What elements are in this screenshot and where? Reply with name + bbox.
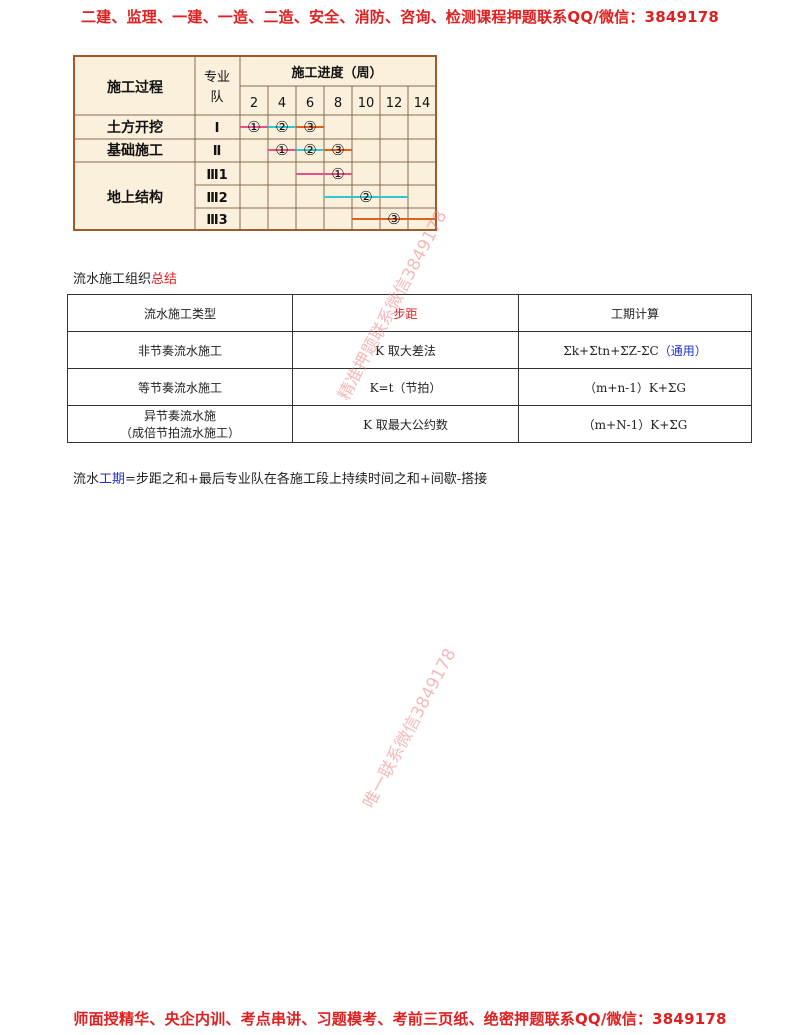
table-row: 异节奏流水施 （成倍节拍流水施工） K 取最大公约数 （m+N-1）K+ΣG [67, 405, 752, 443]
gantt-circle-label: ② [359, 188, 372, 206]
gantt-process-name: 基础施工 [107, 142, 163, 159]
gantt-header-team-line1: 专业 [204, 70, 230, 85]
row3-type-line1: 异节奏流水施 [143, 409, 216, 423]
gantt-week-labels: 2 4 6 8 10 12 14 [250, 96, 430, 111]
gantt-circle-label: ① [275, 141, 288, 159]
gantt-week-label: 6 [306, 96, 314, 111]
gantt-chart-image: 施工过程 专业 队 施工进度（周） 2 4 6 8 10 12 14 土方开挖基础施工地上结… [73, 55, 437, 231]
formula-prefix: 流水 [73, 472, 100, 487]
gantt-header-schedule: 施工进度（周） [291, 65, 382, 81]
gantt-team-label: Ⅲ2 [206, 191, 227, 206]
formula-suffix: =步距之和+最后专业队在各施工段上持续时间之和+间歇-搭接 [125, 472, 488, 487]
gantt-circle-label: ③ [387, 210, 400, 228]
formula-blue: 工期 [99, 472, 126, 487]
duration-formula-line: 流水工期=步距之和+最后专业队在各施工段上持续时间之和+间歇-搭接 [73, 468, 487, 487]
gantt-week-label: 4 [278, 96, 286, 111]
row1-note: （通用） [658, 343, 707, 358]
gantt-team-label: Ⅰ [215, 121, 220, 136]
gantt-header-team-line2: 队 [210, 90, 223, 105]
row2-formula: （m+n-1）K+ΣG [518, 368, 752, 406]
summary-heading-red: 总结 [151, 272, 178, 287]
gantt-team-label: Ⅲ1 [206, 168, 227, 183]
row3-step: K 取最大公约数 [292, 405, 519, 443]
gantt-week-label: 12 [386, 96, 403, 111]
summary-heading-prefix: 流水施工组织 [73, 272, 152, 287]
watermark-2: 唯一联系微信3849178 [359, 645, 461, 812]
row2-step: K=t（节拍） [292, 368, 519, 406]
gantt-week-label: 14 [414, 96, 431, 111]
gantt-circle-label: ③ [303, 118, 316, 136]
gantt-team-label: Ⅱ [213, 144, 222, 159]
row1-formula-text: Σk+Σtn+ΣZ-ΣC [563, 343, 659, 358]
summary-heading: 流水施工组织总结 [73, 268, 177, 287]
row3-formula: （m+N-1）K+ΣG [518, 405, 752, 443]
gantt-week-label: 8 [334, 96, 342, 111]
gantt-circle-label: ① [331, 165, 344, 183]
gantt-circle-label: ② [303, 141, 316, 159]
gantt-process-name: 地上结构 [107, 189, 163, 206]
row2-type: 等节奏流水施工 [67, 368, 293, 406]
bottom-banner: 师面授精华、央企内训、考点串讲、习题模考、考前三页纸、绝密押题联系QQ/微信：3… [73, 1010, 727, 1028]
row3-type: 异节奏流水施 （成倍节拍流水施工） [67, 405, 293, 443]
header-duration: 工期计算 [518, 294, 752, 332]
gantt-process-name: 土方开挖 [107, 119, 163, 136]
header-step: 步距 [292, 294, 519, 332]
table-row: 非节奏流水施工 K 取大差法 Σk+Σtn+ΣZ-ΣC（通用） [67, 331, 752, 369]
gantt-circle-label: ② [275, 118, 288, 136]
gantt-header-process: 施工过程 [107, 79, 163, 96]
top-banner: 二建、监理、一建、一造、二造、安全、消防、咨询、检测课程押题联系QQ/微信：38… [80, 8, 720, 26]
row1-step: K 取大差法 [292, 331, 519, 369]
table-header-row: 流水施工类型 步距 工期计算 [67, 294, 752, 332]
gantt-week-label: 10 [358, 96, 375, 111]
gantt-grid [75, 57, 435, 229]
gantt-week-label: 2 [250, 96, 258, 111]
gantt-team-label: Ⅲ3 [206, 213, 227, 228]
gantt-circle-label: ③ [331, 141, 344, 159]
row1-formula: Σk+Σtn+ΣZ-ΣC（通用） [518, 331, 752, 369]
gantt-chart-svg: 施工过程 专业 队 施工进度（周） 2 4 6 8 10 12 14 土方开挖基础施工地上结… [75, 57, 435, 229]
row1-type: 非节奏流水施工 [67, 331, 293, 369]
header-type: 流水施工类型 [67, 294, 293, 332]
summary-table: 流水施工类型 步距 工期计算 非节奏流水施工 K 取大差法 Σk+Σtn+ΣZ-… [67, 294, 752, 443]
gantt-circle-label: ① [247, 118, 260, 136]
row3-type-line2: （成倍节拍流水施工） [119, 426, 240, 440]
table-row: 等节奏流水施工 K=t（节拍） （m+n-1）K+ΣG [67, 368, 752, 406]
